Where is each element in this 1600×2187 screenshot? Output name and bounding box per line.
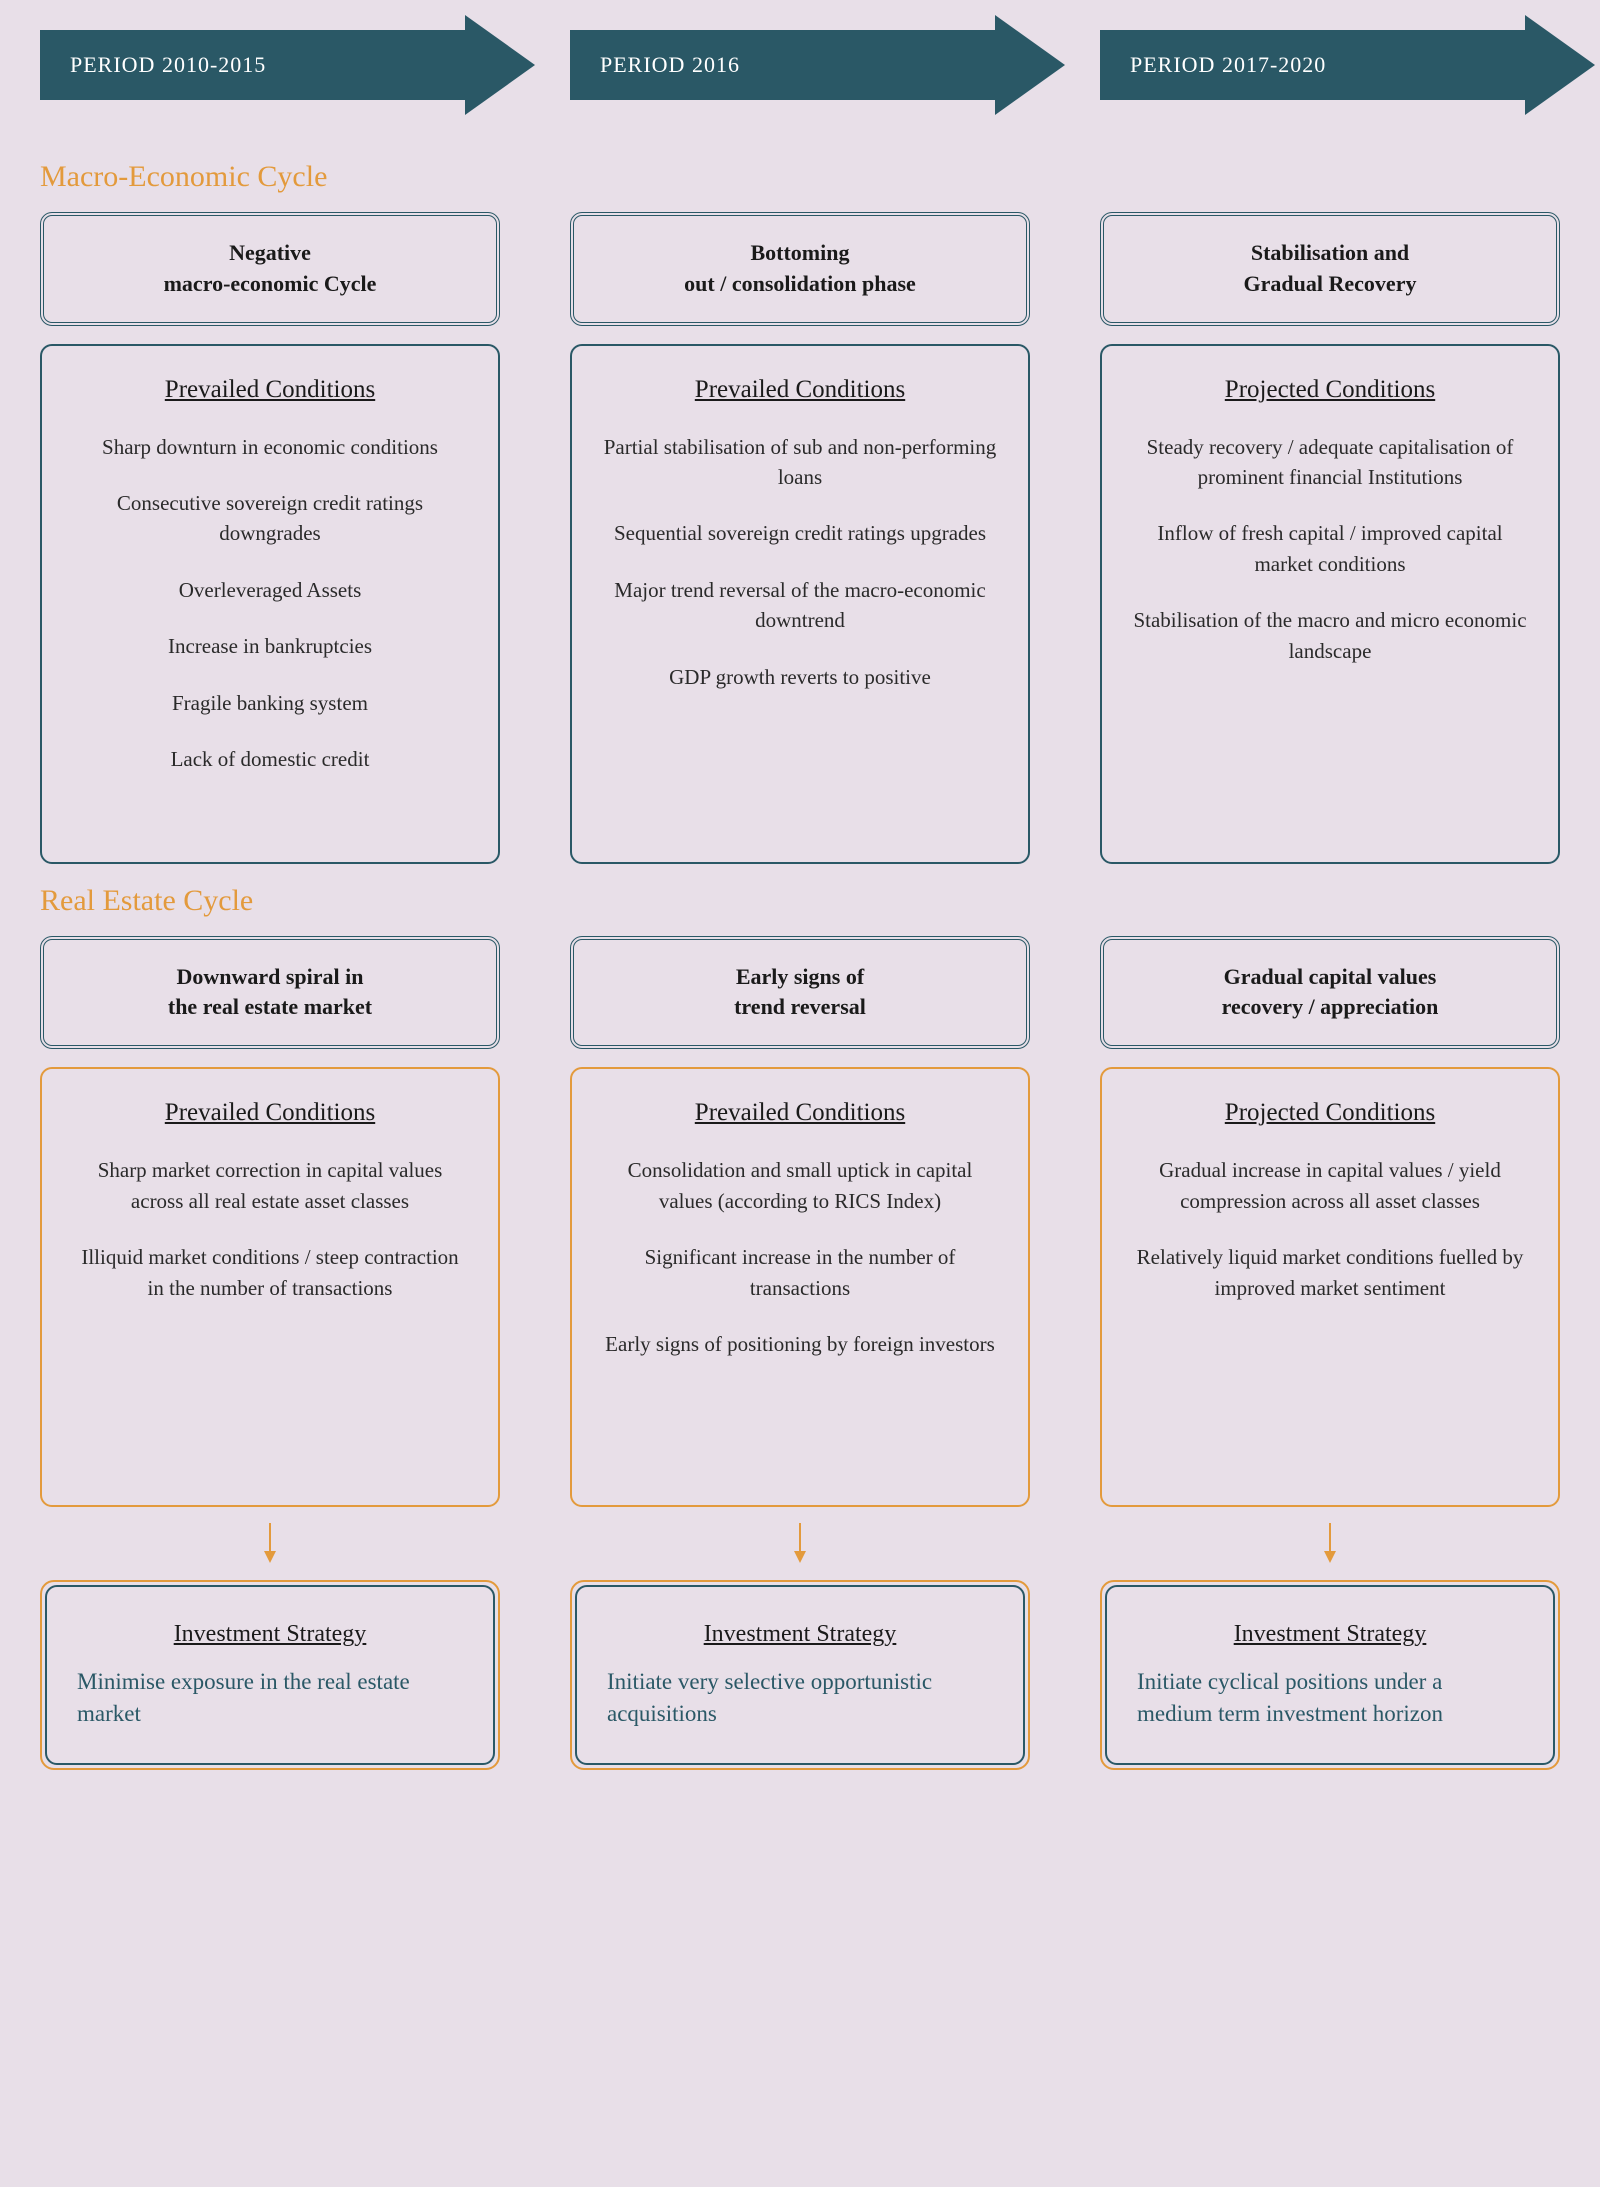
- strategy-row: Investment Strategy Minimise exposure in…: [40, 1580, 1560, 1770]
- condition-item: Steady recovery / adequate capitalisatio…: [1132, 432, 1528, 493]
- re-cond-title: Prevailed Conditions: [72, 1099, 468, 1127]
- macro-header-text: Negative macro-economic Cycle: [164, 238, 377, 300]
- macro-header-box: Bottoming out / consolidation phase: [570, 212, 1030, 326]
- condition-item: Consolidation and small uptick in capita…: [602, 1155, 998, 1216]
- condition-item: Partial stabilisation of sub and non-per…: [602, 432, 998, 493]
- strategy-title: Investment Strategy: [1234, 1621, 1427, 1648]
- strategy-box-inner: Investment Strategy Minimise exposure in…: [45, 1585, 495, 1765]
- strategy-box: Investment Strategy Initiate very select…: [570, 1580, 1030, 1770]
- macro-conditions-box: Prevailed Conditions Sharp downturn in e…: [40, 344, 500, 864]
- macro-section-title: Macro-Economic Cycle: [40, 160, 1560, 194]
- macro-header-text: Bottoming out / consolidation phase: [684, 238, 916, 300]
- condition-item: Early signs of positioning by foreign in…: [602, 1329, 998, 1359]
- re-cond-title: Projected Conditions: [1132, 1099, 1528, 1127]
- condition-item: Major trend reversal of the macro-econom…: [602, 575, 998, 636]
- arrow-down-icon: [570, 1523, 1030, 1568]
- re-cond-list: Consolidation and small uptick in capita…: [602, 1155, 998, 1359]
- re-headers-row: Downward spiral in the real estate marke…: [40, 936, 1560, 1068]
- strategy-box: Investment Strategy Minimise exposure in…: [40, 1580, 500, 1770]
- period-label: PERIOD 2017-2020: [1100, 30, 1525, 100]
- re-header-text: Downward spiral in the real estate marke…: [168, 962, 372, 1024]
- re-cond-list: Sharp market correction in capital value…: [72, 1155, 468, 1303]
- period-label: PERIOD 2010-2015: [40, 30, 465, 100]
- re-header-box: Downward spiral in the real estate marke…: [40, 936, 500, 1050]
- period-banner-row: PERIOD 2010-2015 PERIOD 2016 PERIOD 2017…: [40, 30, 1560, 140]
- macro-conditions-box: Projected Conditions Steady recovery / a…: [1100, 344, 1560, 864]
- condition-item: Inflow of fresh capital / improved capit…: [1132, 518, 1528, 579]
- arrow-head-icon: [995, 15, 1065, 115]
- period-banner: PERIOD 2016: [570, 30, 1030, 100]
- condition-item: Consecutive sovereign credit ratings dow…: [72, 488, 468, 549]
- macro-header-text: Stabilisation and Gradual Recovery: [1244, 238, 1417, 300]
- macro-cond-list: Sharp downturn in economic conditions Con…: [72, 432, 468, 775]
- re-header-text: Gradual capital values recovery / apprec…: [1222, 962, 1439, 1024]
- strategy-title: Investment Strategy: [174, 1621, 367, 1648]
- arrow-head-icon: [1525, 15, 1595, 115]
- arrow-head-icon: [465, 15, 535, 115]
- strategy-box: Investment Strategy Initiate cyclical po…: [1100, 1580, 1560, 1770]
- period-label: PERIOD 2016: [570, 30, 995, 100]
- condition-item: Fragile banking system: [72, 688, 468, 718]
- macro-header-box: Stabilisation and Gradual Recovery: [1100, 212, 1560, 326]
- condition-item: Sequential sovereign credit ratings upgr…: [602, 518, 998, 548]
- condition-item: Sharp market correction in capital value…: [72, 1155, 468, 1216]
- macro-header-box: Negative macro-economic Cycle: [40, 212, 500, 326]
- strategy-text: Minimise exposure in the real estate mar…: [77, 1666, 463, 1730]
- period-banner: PERIOD 2017-2020: [1100, 30, 1560, 100]
- macro-cond-list: Partial stabilisation of sub and non-per…: [602, 432, 998, 693]
- condition-item: Stabilisation of the macro and micro eco…: [1132, 605, 1528, 666]
- strategy-text: Initiate very selective opportunistic ac…: [607, 1666, 993, 1730]
- re-conditions-box: Prevailed Conditions Consolidation and s…: [570, 1067, 1030, 1507]
- macro-cond-title: Projected Conditions: [1132, 376, 1528, 404]
- arrow-down-icon: [1100, 1523, 1560, 1568]
- condition-item: Gradual increase in capital values / yie…: [1132, 1155, 1528, 1216]
- re-conditions-box: Projected Conditions Gradual increase in…: [1100, 1067, 1560, 1507]
- strategy-text: Initiate cyclical positions under a medi…: [1137, 1666, 1523, 1730]
- condition-item: Overleveraged Assets: [72, 575, 468, 605]
- re-header-text: Early signs of trend reversal: [734, 962, 866, 1024]
- condition-item: Increase in bankruptcies: [72, 631, 468, 661]
- real-estate-section-title: Real Estate Cycle: [40, 884, 1560, 918]
- strategy-box-inner: Investment Strategy Initiate cyclical po…: [1105, 1585, 1555, 1765]
- condition-item: Lack of domestic credit: [72, 744, 468, 774]
- re-header-box: Early signs of trend reversal: [570, 936, 1030, 1050]
- condition-item: Illiquid market conditions / steep contr…: [72, 1242, 468, 1303]
- re-header-box: Gradual capital values recovery / apprec…: [1100, 936, 1560, 1050]
- macro-cond-title: Prevailed Conditions: [602, 376, 998, 404]
- macro-cond-list: Steady recovery / adequate capitalisatio…: [1132, 432, 1528, 667]
- condition-item: Sharp downturn in economic conditions: [72, 432, 468, 462]
- arrow-down-row: [40, 1517, 1560, 1580]
- arrow-down-icon: [40, 1523, 500, 1568]
- macro-headers-row: Negative macro-economic Cycle Bottoming …: [40, 212, 1560, 344]
- macro-conditions-box: Prevailed Conditions Partial stabilisati…: [570, 344, 1030, 864]
- condition-item: Significant increase in the number of tr…: [602, 1242, 998, 1303]
- re-cond-title: Prevailed Conditions: [602, 1099, 998, 1127]
- period-banner: PERIOD 2010-2015: [40, 30, 500, 100]
- macro-cond-title: Prevailed Conditions: [72, 376, 468, 404]
- re-conditions-box: Prevailed Conditions Sharp market correc…: [40, 1067, 500, 1507]
- condition-item: GDP growth reverts to positive: [602, 662, 998, 692]
- strategy-box-inner: Investment Strategy Initiate very select…: [575, 1585, 1025, 1765]
- re-conditions-row: Prevailed Conditions Sharp market correc…: [40, 1067, 1560, 1517]
- macro-conditions-row: Prevailed Conditions Sharp downturn in e…: [40, 344, 1560, 864]
- strategy-title: Investment Strategy: [704, 1621, 897, 1648]
- condition-item: Relatively liquid market conditions fuel…: [1132, 1242, 1528, 1303]
- re-cond-list: Gradual increase in capital values / yie…: [1132, 1155, 1528, 1303]
